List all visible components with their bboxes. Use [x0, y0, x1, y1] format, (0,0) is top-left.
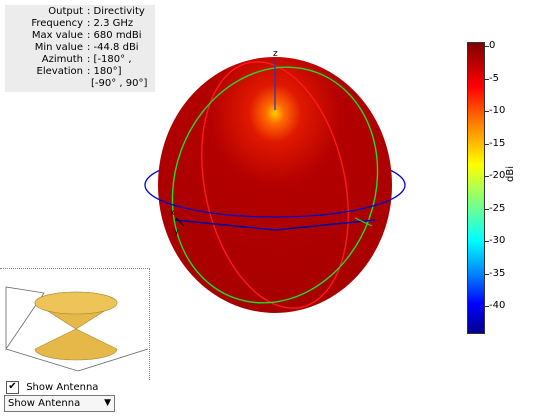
info-row-elevation: Elevation : 180°] [5, 66, 155, 78]
antenna-display-select[interactable]: Show Antenna ▼ [4, 395, 115, 412]
colorbar [467, 42, 485, 334]
info-key: Frequency [31, 18, 83, 29]
colorbar-unit-label: dBi [505, 166, 516, 182]
colorbar-tick-label: -35 [489, 267, 506, 279]
axis-tick-green [354, 217, 373, 227]
show-antenna-checkbox-row[interactable]: ✔ Show Antenna [6, 380, 99, 395]
colorbar-tick-label: -30 [489, 235, 506, 246]
colorbar-tick-label: 0 [489, 40, 496, 51]
preview-axis-line [77, 348, 149, 372]
info-value: [-90° , 90°] [91, 78, 148, 89]
colorbar-tick-mark [485, 241, 489, 242]
info-value: : 2.3 GHz [87, 18, 134, 29]
colorbar-tick-mark [485, 273, 489, 275]
colorbar-tick-label: -40 [489, 300, 506, 311]
show-antenna-label[interactable]: Show Antenna [26, 382, 99, 393]
y-axis [274, 219, 376, 231]
radiation-pattern-plot[interactable]: z x y [140, 40, 420, 340]
colorbar-tick-label: -20 [489, 170, 506, 181]
info-value: : -44.8 dBi [87, 42, 139, 53]
antenna-preview-panel [0, 268, 150, 380]
info-key: Min value [34, 42, 83, 53]
x-axis-label: x [170, 208, 175, 217]
dropdown-arrow-icon[interactable]: ▼ [104, 398, 111, 408]
info-value: : [-180° , [87, 54, 132, 65]
info-value: : 680 mdBi [87, 30, 142, 41]
colorbar-tick-mark [485, 78, 489, 80]
info-key: Output [48, 6, 83, 17]
meridian-ring [171, 66, 379, 304]
info-key: Elevation [36, 66, 83, 77]
show-antenna-checkbox[interactable]: ✔ [6, 380, 19, 394]
preview-axis-frame [5, 286, 45, 351]
antenna-display-select-value: Show Antenna [8, 398, 81, 409]
preview-axis-line [5, 348, 79, 372]
colorbar-tick-label: -10 [489, 105, 506, 116]
colorbar-tick-mark [485, 143, 489, 145]
info-row-max: Max value : 680 mdBi [5, 30, 155, 42]
colorbar-tick-mark [485, 306, 489, 307]
info-key: Azimuth [41, 54, 83, 65]
antenna-upper-cap [34, 291, 118, 315]
colorbar-tick-label: -25 [489, 202, 506, 214]
pattern-sphere [158, 57, 392, 313]
antenna-preview [5, 286, 149, 372]
info-row-min: Min value : -44.8 dBi [5, 42, 155, 54]
z-axis-label: z [273, 49, 278, 59]
colorbar-tick-mark [485, 111, 489, 112]
colorbar-tick-label: -5 [489, 72, 499, 84]
info-row-output: Output : Directivity [5, 6, 155, 18]
elevation-ring [201, 61, 349, 309]
pattern-info-panel: Output : Directivity Frequency : 2.3 GHz… [5, 5, 155, 92]
colorbar-tick-mark [485, 208, 489, 210]
colorbar-tick-mark [485, 176, 489, 177]
colorbar-tick-label: -15 [489, 137, 506, 149]
info-row-frequency: Frequency : 2.3 GHz [5, 18, 155, 30]
y-axis-label: y [174, 227, 179, 236]
info-key: Max value [31, 30, 83, 41]
info-value: : Directivity [87, 6, 145, 17]
axis-tick-dark [175, 217, 185, 227]
antenna-lower-cone [34, 328, 118, 361]
colorbar-tick-mark [485, 46, 489, 47]
info-row-azimuth: Azimuth : [-180° , [5, 54, 155, 66]
x-axis [174, 219, 276, 231]
info-value: : 180°] [87, 66, 122, 77]
info-row-range: [-90° , 90°] [5, 78, 155, 90]
azimuth-ring-front [144, 184, 406, 218]
